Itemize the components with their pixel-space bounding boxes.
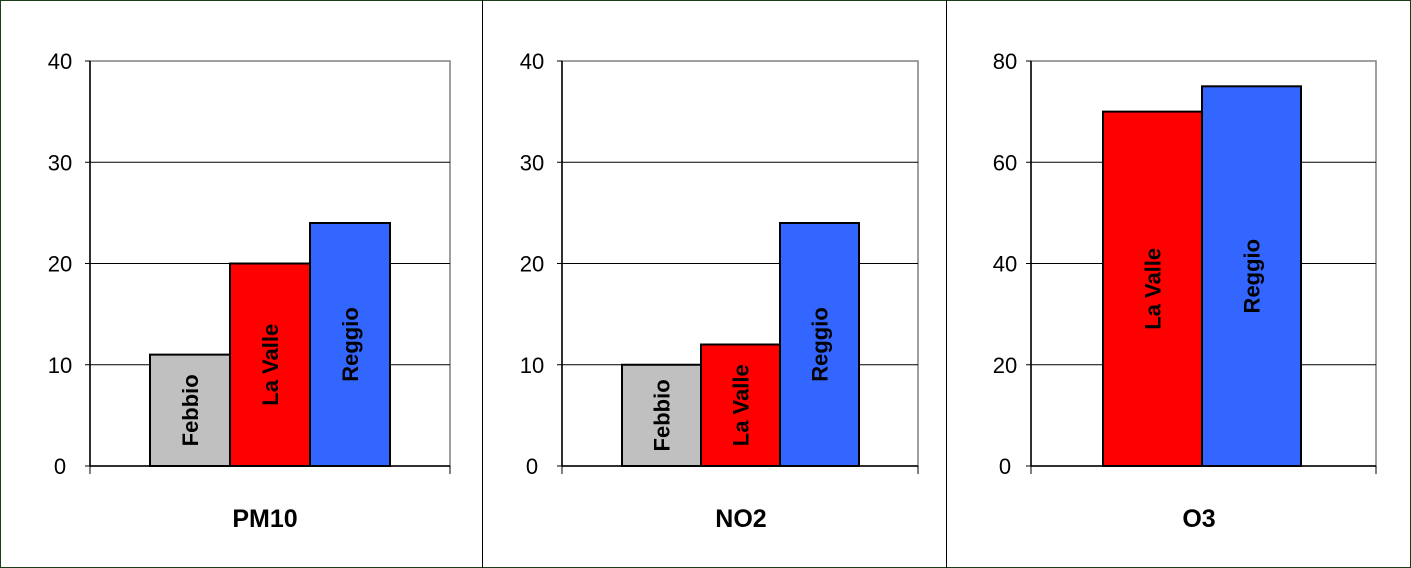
chart-2-y-tick-label: 30 bbox=[520, 150, 544, 175]
chart-1-bar-label-1: Febbio bbox=[178, 374, 203, 446]
panel-divider-2 bbox=[946, 0, 947, 568]
chart-1-y-tick-label: 10 bbox=[48, 353, 72, 378]
chart-1-bar-label-2: La Valle bbox=[258, 324, 283, 406]
chart-1-y-tick-label: 0 bbox=[54, 454, 66, 479]
chart-1-bar-3 bbox=[309, 222, 391, 467]
chart-1-y-tick-label: 20 bbox=[48, 252, 72, 277]
chart-2-y-tick-label: 20 bbox=[520, 252, 544, 277]
chart-2-y-tick-label: 40 bbox=[520, 49, 544, 74]
chart-2-y-tick-label: 10 bbox=[520, 353, 544, 378]
chart-1-bar-label-3: Reggio bbox=[338, 307, 363, 382]
chart-2-title: NO2 bbox=[715, 505, 766, 533]
chart-3-bar-1 bbox=[1102, 110, 1203, 467]
chart-3-y-tick-label: 0 bbox=[999, 454, 1011, 479]
chart-2-y-tick-label: 0 bbox=[526, 454, 538, 479]
chart-1-title: PM10 bbox=[232, 505, 297, 533]
chart-3-y-tick-label: 60 bbox=[993, 150, 1017, 175]
chart-3-bar-label-2: Reggio bbox=[1240, 239, 1265, 314]
chart-1-bar-2 bbox=[229, 262, 311, 467]
chart-2-bar-label-1: Febbio bbox=[650, 379, 675, 451]
chart-3-bar-2 bbox=[1201, 85, 1302, 467]
chart-3-title: O3 bbox=[1182, 505, 1215, 533]
chart-2-bar-label-3: Reggio bbox=[808, 307, 833, 382]
chart-1-y-tick-label: 40 bbox=[48, 49, 72, 74]
chart-2-bar-label-2: La Valle bbox=[729, 364, 754, 446]
chart-3-y-tick-label: 80 bbox=[993, 49, 1017, 74]
chart-1-y-tick-label: 30 bbox=[48, 150, 72, 175]
panel-divider-1 bbox=[482, 0, 483, 568]
chart-2-bar-3 bbox=[779, 222, 860, 467]
chart-3-y-tick-label: 20 bbox=[993, 353, 1017, 378]
chart-3-y-tick-label: 40 bbox=[993, 252, 1017, 277]
chart-3-bar-label-1: La Valle bbox=[1141, 248, 1166, 330]
chart-2-bar-1 bbox=[621, 363, 702, 467]
chart-2-bar-2 bbox=[700, 343, 781, 467]
